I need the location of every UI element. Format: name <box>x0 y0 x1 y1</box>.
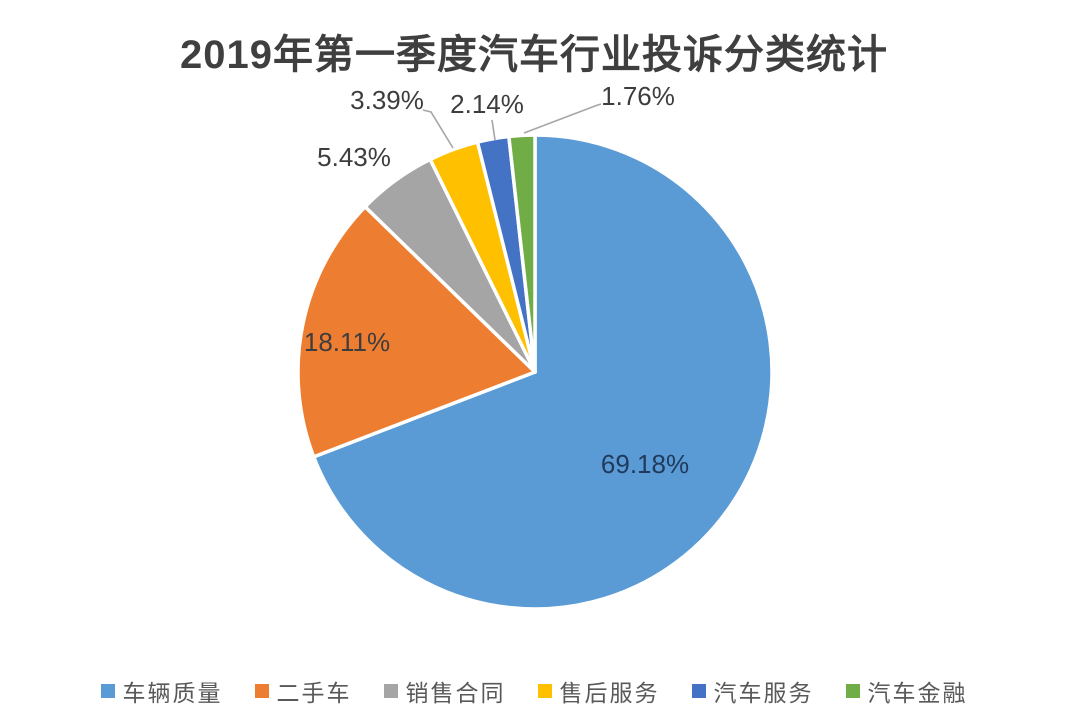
pie-slice-used-car[interactable] <box>296 204 537 459</box>
legend-label-auto-service: 汽车服务 <box>713 680 814 706</box>
legend-swatch-auto-finance-icon <box>845 684 860 698</box>
legend-swatch-used-car-icon <box>254 684 269 698</box>
legend-swatch-sales-contract-icon <box>383 684 398 698</box>
legend-item-used-car[interactable]: 二手车 <box>254 674 352 708</box>
data-label-auto-service: 2.14% <box>450 89 524 119</box>
legend-swatch-vehicle-quality-icon <box>100 684 115 698</box>
pie-slice-auto-finance[interactable] <box>507 133 537 374</box>
legend-label-vehicle-quality: 车辆质量 <box>122 680 223 706</box>
leader-line-after-sales-service <box>422 109 454 149</box>
legend-label-after-sales-service: 售后服务 <box>559 680 660 706</box>
legend-label-auto-finance: 汽车金融 <box>867 680 968 706</box>
legend: 车辆质量 二手车 销售合同 售后服务 汽车服务 汽车金融 <box>0 674 1068 708</box>
legend-item-after-sales-service[interactable]: 售后服务 <box>537 674 660 708</box>
pie-slices-group <box>296 133 774 611</box>
pie-slice-vehicle-quality[interactable] <box>311 133 774 611</box>
legend-item-auto-finance[interactable]: 汽车金融 <box>845 674 968 708</box>
legend-item-sales-contract[interactable]: 销售合同 <box>383 674 506 708</box>
data-label-after-sales-service: 3.39% <box>350 85 424 115</box>
data-label-sales-contract: 5.43% <box>317 142 391 172</box>
legend-label-sales-contract: 销售合同 <box>405 680 506 706</box>
legend-swatch-auto-service-icon <box>691 684 706 698</box>
legend-label-used-car: 二手车 <box>276 680 352 706</box>
leader-line-auto-finance <box>523 103 602 134</box>
legend-swatch-after-sales-service-icon <box>537 684 552 698</box>
legend-item-auto-service[interactable]: 汽车服务 <box>691 674 814 708</box>
data-label-vehicle-quality: 69.18% <box>600 449 690 479</box>
legend-item-vehicle-quality[interactable]: 车辆质量 <box>100 674 223 708</box>
data-label-used-car: 18.11% <box>303 327 391 357</box>
data-label-auto-finance: 1.76% <box>601 81 675 111</box>
leader-lines-group <box>422 103 602 149</box>
leader-line-auto-service <box>491 119 496 141</box>
chart-title: 2019年第一季度汽车行业投诉分类统计 <box>180 33 888 77</box>
